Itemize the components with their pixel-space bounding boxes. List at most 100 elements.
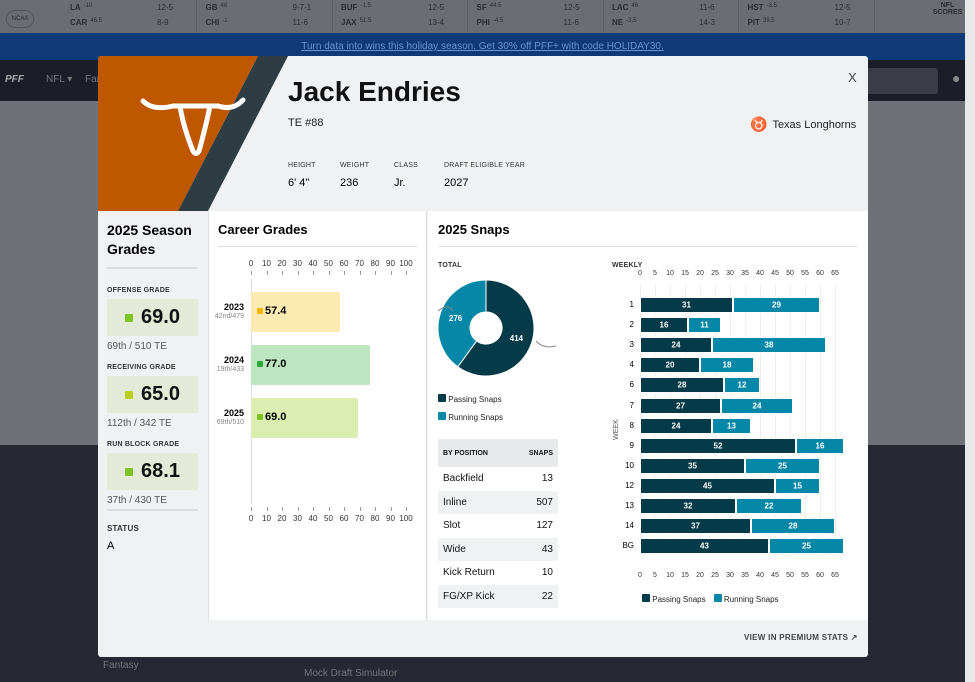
game-score[interactable]: LAC 46 11-6 NE -3.5 14-3 <box>604 0 739 33</box>
weekly-bar-running[interactable] <box>688 317 721 334</box>
weekly-bar-running[interactable] <box>796 437 844 454</box>
career-grade-bar[interactable] <box>251 398 358 438</box>
weekly-bar-running[interactable] <box>736 498 802 514</box>
weekly-bar-value: 24 <box>671 421 681 431</box>
league-ncaa[interactable]: NCAA <box>6 10 34 28</box>
weekly-bar-value: 22 <box>764 501 774 511</box>
weekly-bar-running[interactable] <box>769 538 844 555</box>
week-label: 14 <box>625 521 634 531</box>
grade-label: RECEIVING GRADE <box>107 364 176 371</box>
weekly-tick-label: 15 <box>681 270 689 277</box>
weekly-tick-label: 40 <box>756 572 764 579</box>
career-tick-label: 50 <box>324 514 333 523</box>
weekly-bar-running[interactable] <box>745 457 820 474</box>
weekly-bar-running[interactable] <box>775 477 820 494</box>
close-button[interactable]: X <box>848 70 857 85</box>
weekly-bar-passing[interactable] <box>640 457 745 474</box>
weekly-bar-value: 32 <box>683 501 693 511</box>
weekly-bar-value: 20 <box>665 360 675 370</box>
weekly-bar-running[interactable] <box>733 297 820 313</box>
career-tick-label: 10 <box>262 514 271 523</box>
game-score[interactable]: LA -10 12-5 CAR 46.5 8-9 <box>62 0 197 33</box>
career-grade-bar[interactable] <box>251 292 340 332</box>
bio-label: HEIGHT <box>288 162 316 169</box>
scrollbar[interactable] <box>965 0 975 682</box>
career-grade-bar[interactable] <box>251 345 371 385</box>
bio-label: WEIGHT <box>340 162 370 169</box>
weekly-bar-value: 43 <box>700 541 709 551</box>
longhorn-logo-icon <box>140 97 246 156</box>
career-tick-label: 10 <box>262 259 271 268</box>
bio-label: CLASS <box>394 162 418 169</box>
weekly-bar-passing[interactable] <box>640 397 721 414</box>
footer-link-fantasy[interactable]: Fantasy <box>103 660 139 671</box>
weekly-bar-value: 12 <box>737 380 747 390</box>
weekly-tick-label: 25 <box>711 270 719 277</box>
nav-fantasy[interactable]: Fan <box>85 74 103 85</box>
table-row: Kick Return 10 <box>438 561 558 585</box>
week-label: 9 <box>629 440 634 450</box>
weekly-bar-running[interactable] <box>700 357 754 374</box>
weekly-tick-label: 55 <box>801 572 809 579</box>
nav-nfl[interactable]: NFL ▾ <box>46 74 73 85</box>
weekly-bar-passing[interactable] <box>640 437 796 454</box>
legend-passing: Passing Snaps <box>438 391 503 409</box>
game-score[interactable]: HST -3.5 12-5 PIT 39.5 10-7 <box>740 0 875 33</box>
career-tick-label: 0 <box>248 259 254 268</box>
week-label: 6 <box>629 380 634 390</box>
team-name: Texas Longhorns <box>772 118 857 131</box>
game-score[interactable]: SF 44.5 12-5 PHI -4.5 11-6 <box>469 0 604 33</box>
grade-value-box: 69.0 <box>107 299 198 336</box>
status-label: STATUS <box>107 524 140 533</box>
donut-slice[interactable] <box>457 279 535 377</box>
promo-banner[interactable]: Turn data into wins this holiday season.… <box>0 33 965 60</box>
weekly-bar-passing[interactable] <box>640 538 769 555</box>
weekly-bar-passing[interactable] <box>640 357 700 374</box>
weekly-bar-running[interactable] <box>721 397 793 414</box>
weekly-bar-passing[interactable] <box>640 518 751 535</box>
weekly-tick-label: 5 <box>653 572 657 579</box>
footer-link-mock-draft[interactable]: Mock Draft Simulator <box>304 668 398 679</box>
career-tick-label: 100 <box>399 259 413 268</box>
weekly-bar-running[interactable] <box>724 377 760 394</box>
grade-label: OFFENSE GRADE <box>107 287 170 294</box>
search-input[interactable] <box>868 68 938 94</box>
game-score[interactable]: BUF -1.5 12-5 JAX 51.5 13-4 <box>333 0 468 33</box>
grade-rank: 37th / 430 TE <box>107 495 167 506</box>
user-icon[interactable]: ● <box>952 70 961 86</box>
grade-rank: 69th / 510 TE <box>107 341 167 352</box>
weekly-tick-label: 20 <box>696 270 704 277</box>
career-grade-value: 69.0 <box>257 411 286 423</box>
player-position: TE #88 <box>288 117 324 129</box>
weekly-bar-passing[interactable] <box>640 477 775 494</box>
weekly-bar-passing[interactable] <box>640 297 733 313</box>
player-modal: Jack Endries TE #88 ♉ Texas Longhorns X … <box>98 56 868 657</box>
weekly-bar-passing[interactable] <box>640 417 712 434</box>
donut-slice[interactable] <box>437 279 487 368</box>
weekly-bar-running[interactable] <box>712 337 826 354</box>
weekly-bar-passing[interactable] <box>640 317 688 334</box>
grade-indicator-icon <box>125 390 134 399</box>
weekly-bar-passing[interactable] <box>640 337 712 354</box>
premium-stats-link[interactable]: VIEW IN PREMIUM STATS ↗ <box>744 633 858 642</box>
weekly-bar-value: 24 <box>752 401 762 410</box>
weekly-bar-passing[interactable] <box>640 377 724 394</box>
game-score[interactable]: GB 46 9-7-1 CHI -1 11-6 <box>198 0 333 33</box>
career-tick-label: 30 <box>293 259 302 268</box>
career-tick-label: 90 <box>386 514 395 523</box>
weekly-bar-value: 38 <box>764 340 774 350</box>
weekly-tick-label: 25 <box>711 572 719 579</box>
nfl-scores-link[interactable]: NFL SCORES <box>932 2 963 16</box>
team-label: ♉ Texas Longhorns <box>750 116 856 133</box>
grade-indicator-icon <box>125 467 134 476</box>
weekly-bar-value: 24 <box>671 340 681 350</box>
snaps-panel: 2025 Snaps TOTAL 414 276 Passing Snaps Ru… <box>428 211 868 620</box>
career-year: 2025 <box>223 408 244 418</box>
career-tick-label: 80 <box>370 514 380 523</box>
weekly-bar-running[interactable] <box>712 417 751 434</box>
weekly-bar-running[interactable] <box>751 518 835 535</box>
week-label: 8 <box>629 420 634 430</box>
weekly-bar-passing[interactable] <box>640 498 736 514</box>
bio-label: DRAFT ELIGIBLE YEAR <box>444 162 525 169</box>
pff-logo[interactable]: PFF <box>5 74 24 85</box>
